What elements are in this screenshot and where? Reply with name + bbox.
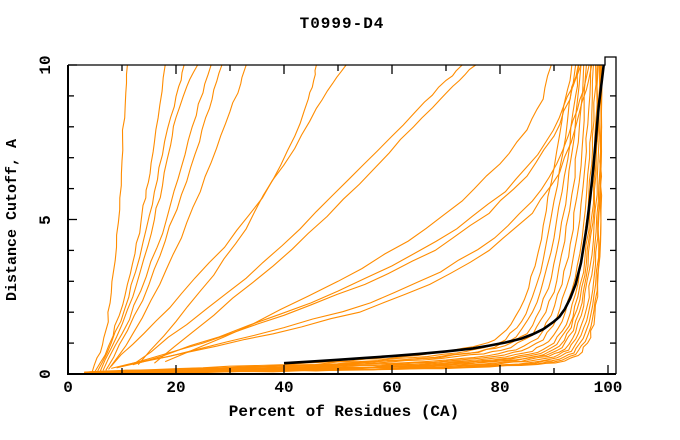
x-tick-label-80: 80 bbox=[490, 379, 510, 397]
model-curve bbox=[97, 64, 185, 372]
y-tick-label-5: 5 bbox=[37, 214, 55, 225]
model-curve bbox=[99, 64, 199, 372]
model-curve bbox=[111, 64, 593, 369]
model-curve bbox=[86, 64, 599, 374]
model-curve bbox=[132, 64, 463, 366]
model-curve bbox=[92, 64, 597, 374]
x-tick-label-40: 40 bbox=[274, 379, 294, 397]
x-tick-label-0: 0 bbox=[63, 379, 73, 397]
curve-layer bbox=[84, 64, 605, 374]
model-curve bbox=[91, 64, 128, 372]
model-curve bbox=[86, 64, 577, 373]
y-axis-label: Distance Cutoff, A bbox=[4, 138, 21, 302]
model-curve bbox=[102, 64, 212, 371]
model-curve bbox=[89, 64, 580, 373]
tick-marks bbox=[67, 64, 616, 375]
model-curve bbox=[94, 64, 166, 372]
model-curve bbox=[89, 64, 582, 373]
model-curve bbox=[89, 64, 603, 374]
model-curve bbox=[164, 64, 552, 363]
y-tick-label-0: 0 bbox=[37, 369, 55, 379]
x-tick-label-100: 100 bbox=[593, 379, 623, 397]
model-curve bbox=[89, 64, 598, 374]
x-tick-label-20: 20 bbox=[166, 379, 186, 397]
model-curve bbox=[132, 64, 582, 366]
model-curve bbox=[89, 64, 594, 374]
model-curve bbox=[108, 64, 247, 370]
reference-curve bbox=[283, 64, 605, 365]
y-tick-label-10: 10 bbox=[37, 55, 55, 75]
model-curve bbox=[116, 64, 590, 369]
model-curve bbox=[84, 64, 601, 374]
model-curve bbox=[110, 64, 347, 367]
x-axis-label: Percent of Residues (CA) bbox=[228, 403, 460, 421]
x-tick-label-60: 60 bbox=[382, 379, 402, 397]
model-curve bbox=[84, 64, 573, 373]
model-curve bbox=[137, 64, 317, 366]
model-curve bbox=[154, 64, 477, 364]
model-curve bbox=[86, 64, 603, 374]
model-curve bbox=[105, 64, 223, 371]
chart-title: T0999-D4 bbox=[299, 15, 385, 33]
model-curve bbox=[84, 64, 587, 374]
axis-frame-top-right bbox=[68, 56, 617, 374]
model-curve bbox=[84, 64, 603, 374]
